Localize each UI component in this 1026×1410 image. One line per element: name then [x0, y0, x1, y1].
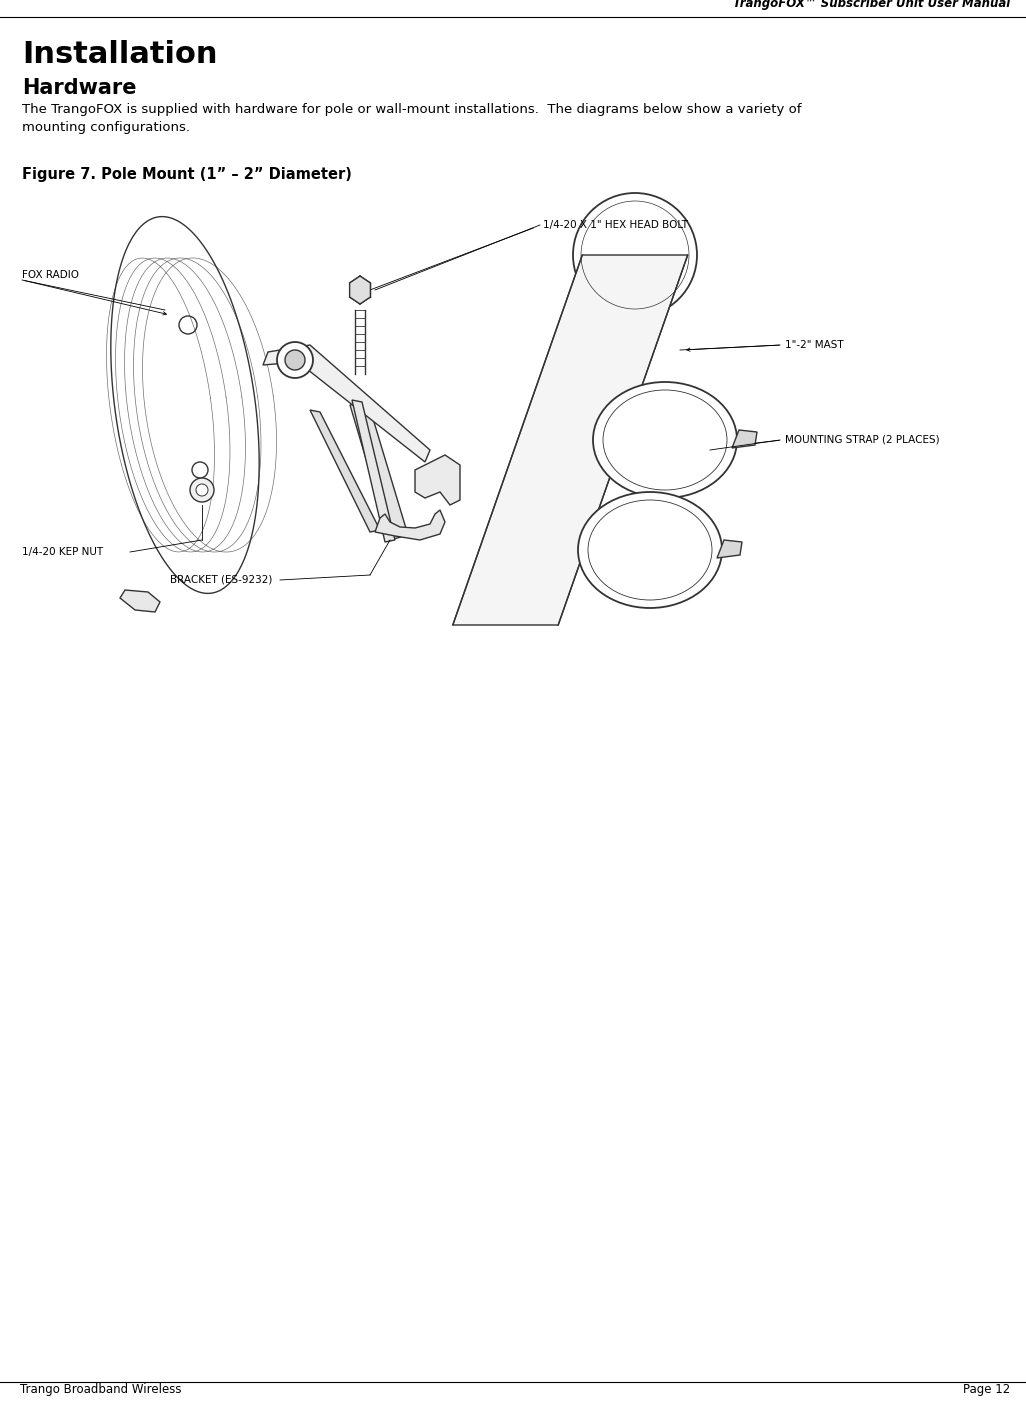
Text: 1/4-20 X 1" HEX HEAD BOLT: 1/4-20 X 1" HEX HEAD BOLT [543, 220, 688, 230]
Circle shape [573, 193, 697, 317]
Polygon shape [717, 540, 742, 558]
Text: MOUNTING STRAP (2 PLACES): MOUNTING STRAP (2 PLACES) [785, 436, 940, 446]
Polygon shape [352, 400, 395, 541]
Polygon shape [350, 402, 408, 540]
Circle shape [277, 343, 313, 378]
Text: FOX RADIO: FOX RADIO [22, 269, 79, 281]
Circle shape [196, 484, 208, 496]
Text: Figure 7. Pole Mount (1” – 2” Diameter): Figure 7. Pole Mount (1” – 2” Diameter) [22, 166, 352, 182]
Polygon shape [263, 345, 430, 462]
Text: Installation: Installation [22, 39, 218, 69]
Text: TrangoFOX™ Subscriber Unit User Manual: TrangoFOX™ Subscriber Unit User Manual [733, 0, 1010, 10]
Ellipse shape [603, 391, 727, 491]
Text: BRACKET (ES-9232): BRACKET (ES-9232) [170, 575, 272, 585]
Polygon shape [732, 430, 757, 448]
Circle shape [285, 350, 305, 369]
Text: Trango Broadband Wireless: Trango Broadband Wireless [19, 1383, 182, 1396]
Text: The TrangoFOX is supplied with hardware for pole or wall-mount installations.  T: The TrangoFOX is supplied with hardware … [22, 103, 801, 134]
Text: Hardware: Hardware [22, 78, 136, 99]
Ellipse shape [578, 492, 722, 608]
Ellipse shape [588, 501, 712, 601]
Polygon shape [111, 217, 260, 594]
Polygon shape [452, 255, 687, 625]
Polygon shape [350, 276, 370, 305]
Polygon shape [310, 410, 380, 532]
Text: 1/4-20 KEP NUT: 1/4-20 KEP NUT [22, 547, 104, 557]
Polygon shape [415, 455, 460, 505]
Text: Page 12: Page 12 [962, 1383, 1010, 1396]
Text: 1"-2" MAST: 1"-2" MAST [785, 340, 843, 350]
Polygon shape [120, 589, 160, 612]
Circle shape [190, 478, 214, 502]
Ellipse shape [593, 382, 737, 498]
Polygon shape [374, 510, 445, 540]
